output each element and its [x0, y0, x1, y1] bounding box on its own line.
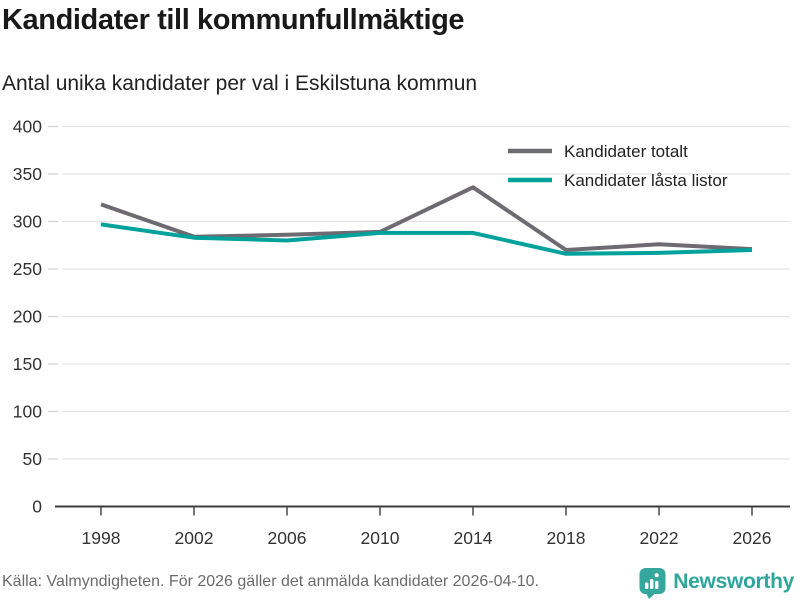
x-axis-label: 2018 — [547, 528, 586, 548]
y-axis-label: 300 — [13, 212, 42, 232]
newsworthy-brand[interactable]: Newsworthy — [638, 566, 794, 599]
y-axis-label: 350 — [13, 164, 42, 184]
x-axis-label: 2006 — [268, 528, 307, 548]
y-axis-label: 150 — [13, 354, 42, 374]
x-axis-label: 2026 — [733, 528, 772, 548]
y-axis-label: 100 — [13, 402, 42, 422]
series-line-kandidater-totalt — [100, 185, 753, 252]
legend-label: Kandidater låsta listor — [564, 171, 728, 190]
x-axis-label: 2014 — [454, 528, 493, 548]
newsworthy-wordmark: Newsworthy — [673, 570, 794, 593]
legend-label: Kandidater totalt — [564, 142, 688, 161]
newsworthy-logo-icon — [639, 567, 666, 599]
y-axis-label: 0 — [32, 497, 42, 517]
x-axis-label: 2010 — [361, 528, 400, 548]
y-axis-label: 200 — [13, 307, 42, 327]
footer: Källa: Valmyndigheten. För 2026 gäller d… — [0, 564, 800, 600]
x-axis-label: 1998 — [82, 528, 121, 548]
line-chart: 0 50 100 150 200 250 300 350 400 1998 2002 2006 2010… — [13, 117, 790, 548]
y-axis-label: 400 — [13, 117, 42, 137]
y-axis-label: 50 — [23, 449, 43, 469]
series-line-kandidater-l-sta-listor — [100, 222, 753, 256]
source-note: Källa: Valmyndigheten. För 2026 gäller d… — [2, 573, 539, 590]
x-axis-label: 2002 — [175, 528, 214, 548]
chart-subtitle: Antal unika kandidater per val i Eskilst… — [2, 72, 478, 95]
x-axis-label: 2022 — [640, 528, 679, 548]
y-axis-label: 250 — [13, 259, 42, 279]
page-title: Kandidater till kommunfullmäktige — [2, 4, 465, 36]
